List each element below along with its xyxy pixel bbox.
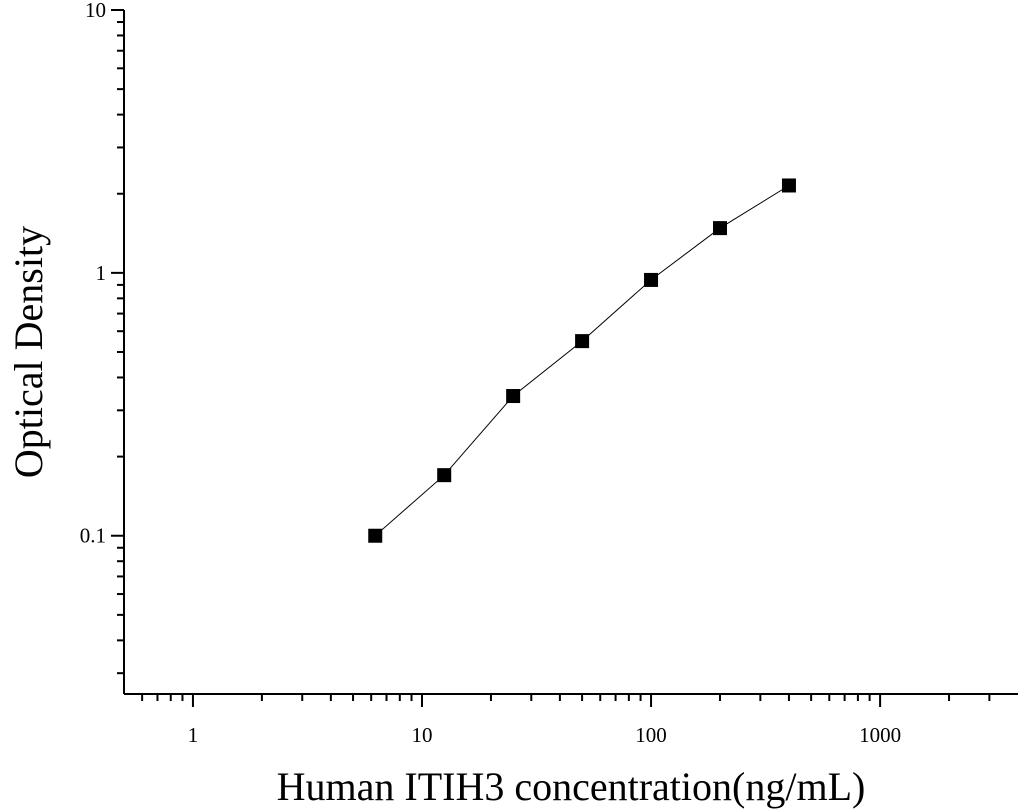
x-tick-label: 1 [188,723,199,747]
x-axis-title: Human ITIH3 concentration(ng/mL) [277,764,866,809]
point [368,528,383,543]
point [644,272,659,287]
point [575,334,590,349]
y-tick-label: 1 [96,261,107,285]
x-tick-label: 1000 [859,723,901,747]
point [506,389,521,404]
x-tick-label: 100 [635,723,667,747]
x-tick-label: 10 [412,723,433,747]
y-tick-label: 0.1 [80,524,106,548]
point [781,178,796,193]
y-axis-title: Optical Density [6,226,51,478]
point [713,221,727,236]
fit-line [374,185,790,537]
y-tick-label: 10 [85,0,106,22]
point [437,468,452,483]
